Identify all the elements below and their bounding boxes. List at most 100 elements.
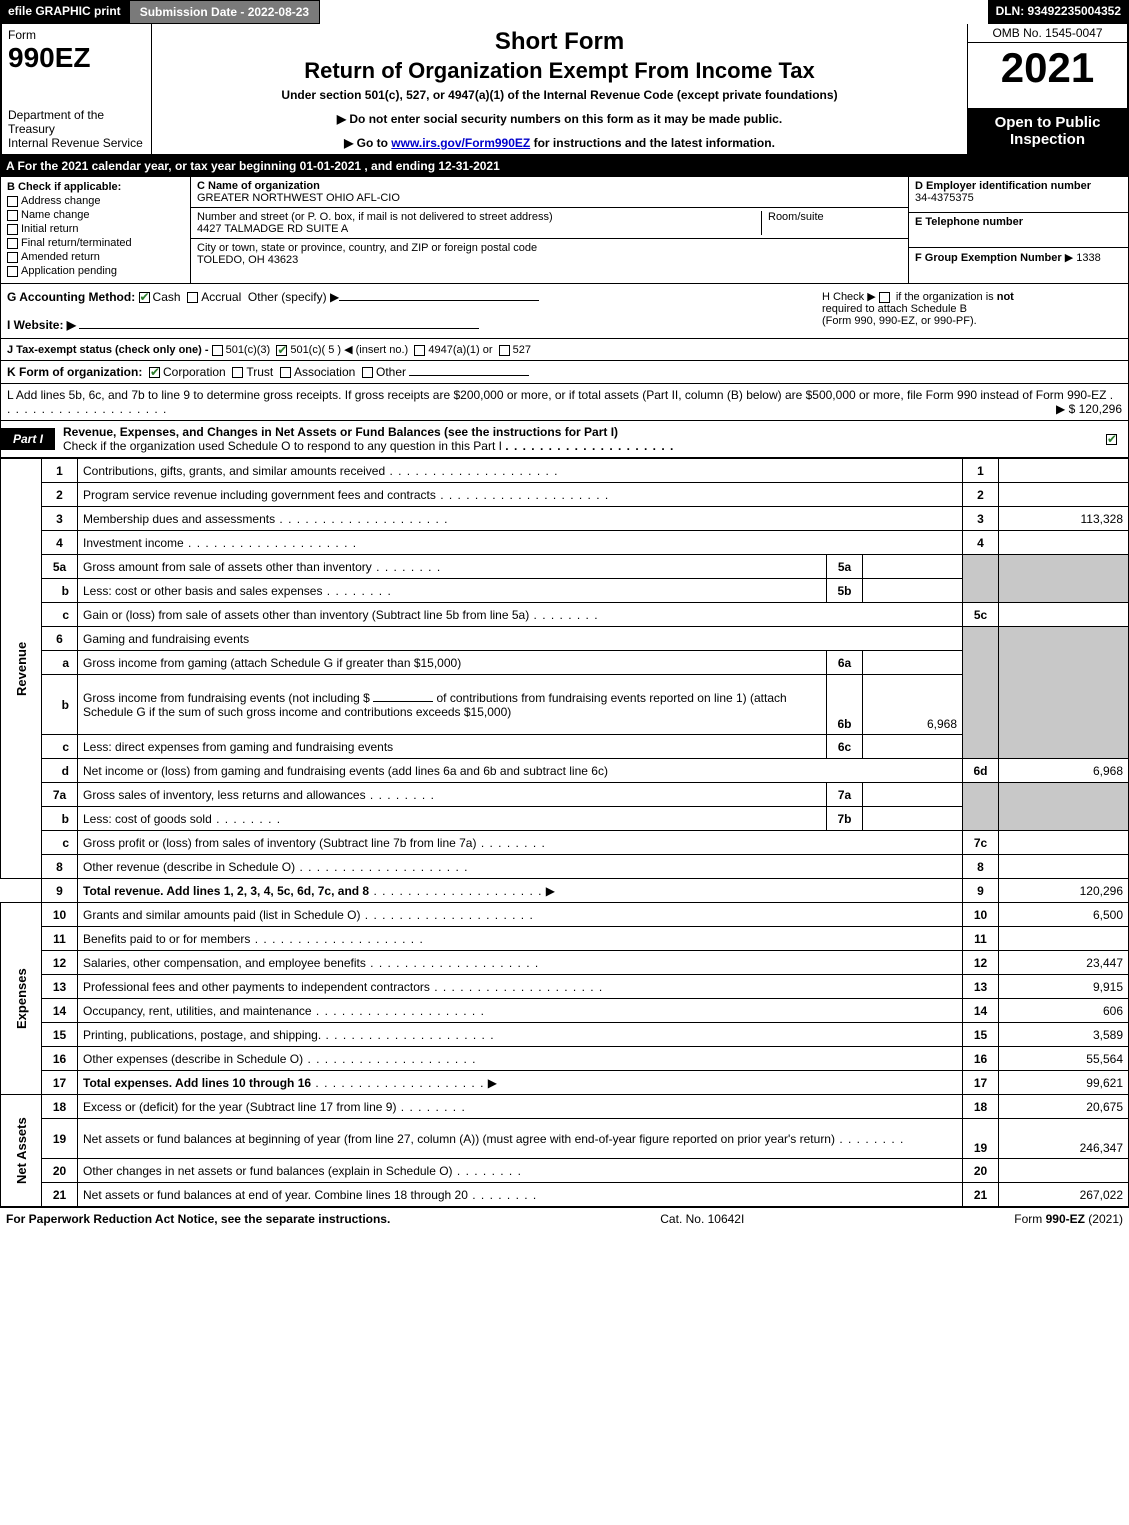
phone-label: E Telephone number (915, 216, 1023, 228)
l7c-amt (999, 831, 1129, 855)
irs-link[interactable]: www.irs.gov/Form990EZ (391, 136, 530, 150)
l7a-no: 7a (42, 783, 78, 807)
chk-application-pending[interactable]: Application pending (7, 265, 184, 277)
h-line1: H Check ▶ (822, 291, 879, 303)
l7b-desc: Less: cost of goods sold (78, 807, 827, 831)
chk-final-return[interactable]: Final return/terminated (7, 237, 184, 249)
l6-grey1 (963, 627, 999, 759)
part1-title: Revenue, Expenses, and Changes in Net As… (55, 421, 1098, 457)
opt-association: Association (294, 365, 355, 379)
website-line[interactable] (79, 328, 479, 329)
part1-tab: Part I (1, 428, 55, 450)
section-f: F Group Exemption Number ▶ 1338 (909, 248, 1128, 283)
chk-527[interactable] (499, 345, 510, 356)
chk-name-change[interactable]: Name change (7, 209, 184, 221)
section-k: K Form of organization: Corporation Trus… (0, 361, 1129, 384)
l8-amt (999, 855, 1129, 879)
omb-number: OMB No. 1545-0047 (968, 24, 1127, 43)
l6d-desc: Net income or (loss) from gaming and fun… (78, 759, 963, 783)
accounting-label: G Accounting Method: (7, 290, 135, 304)
info-grid: B Check if applicable: Address change Na… (0, 176, 1129, 284)
l2-amt (999, 483, 1129, 507)
l5c-no: c (42, 603, 78, 627)
l10-desc: Grants and similar amounts paid (list in… (78, 903, 963, 927)
l5a-subamt (863, 555, 963, 579)
dln-label: DLN: 93492235004352 (988, 0, 1129, 24)
l17-amt: 99,621 (999, 1071, 1129, 1095)
l15-desc: Printing, publications, postage, and shi… (78, 1023, 963, 1047)
chk-initial-return-label: Initial return (21, 223, 78, 235)
address-cell: Number and street (or P. O. box, if mail… (191, 208, 908, 239)
chk-accrual[interactable] (187, 292, 198, 303)
chk-4947[interactable] (414, 345, 425, 356)
chk-address-change[interactable]: Address change (7, 195, 184, 207)
l16-amt: 55,564 (999, 1047, 1129, 1071)
section-g: G Accounting Method: Cash Accrual Other … (7, 290, 822, 304)
chk-trust[interactable] (232, 367, 243, 378)
ein-label: D Employer identification number (915, 180, 1091, 192)
note-ssn: ▶ Do not enter social security numbers o… (158, 112, 961, 126)
info-right: D Employer identification number 34-4375… (908, 177, 1128, 283)
l5b-no: b (42, 579, 78, 603)
l21-desc: Net assets or fund balances at end of ye… (78, 1183, 963, 1207)
opt-501c: 501(c)( 5 ) ◀ (insert no.) (290, 344, 408, 356)
form-number: 990EZ (8, 42, 145, 74)
l7-grey2 (999, 783, 1129, 831)
chk-amended-return[interactable]: Amended return (7, 251, 184, 263)
city-value: TOLEDO, OH 43623 (197, 254, 298, 266)
chk-501c3[interactable] (212, 345, 223, 356)
part1-table: Revenue 1 Contributions, gifts, grants, … (0, 458, 1129, 1207)
chk-other[interactable] (362, 367, 373, 378)
l6c-subamt (863, 735, 963, 759)
l5a-sub: 5a (827, 555, 863, 579)
l-text: L Add lines 5b, 6c, and 7b to line 9 to … (7, 388, 1106, 402)
l7b-no: b (42, 807, 78, 831)
l16-no: 16 (42, 1047, 78, 1071)
other-specify-line[interactable] (339, 300, 539, 301)
chk-corporation[interactable] (149, 367, 160, 378)
website-label: I Website: ▶ (7, 318, 76, 332)
l7c-no: c (42, 831, 78, 855)
cash-label: Cash (153, 290, 181, 304)
l6b-blank[interactable] (373, 701, 433, 702)
opt-4947: 4947(a)(1) or (428, 344, 492, 356)
section-j: J Tax-exempt status (check only one) - 5… (0, 339, 1129, 361)
l17-num: 17 (963, 1071, 999, 1095)
l4-no: 4 (42, 531, 78, 555)
chk-cash[interactable] (139, 292, 150, 303)
l18-amt: 20,675 (999, 1095, 1129, 1119)
l9-num: 9 (963, 879, 999, 903)
opt-501c3: 501(c)(3) (226, 344, 271, 356)
chk-application-pending-label: Application pending (21, 265, 117, 277)
l21-no: 21 (42, 1183, 78, 1207)
l7b-subamt (863, 807, 963, 831)
l6b-sub: 6b (827, 675, 863, 735)
chk-association[interactable] (280, 367, 291, 378)
header-right: OMB No. 1545-0047 2021 Open to Public In… (967, 24, 1127, 154)
l21-num: 21 (963, 1183, 999, 1207)
org-name-cell: C Name of organization GREATER NORTHWEST… (191, 177, 908, 208)
l5a-no: 5a (42, 555, 78, 579)
l13-num: 13 (963, 975, 999, 999)
l17-no: 17 (42, 1071, 78, 1095)
form-word: Form (8, 28, 145, 42)
chk-schedule-o[interactable] (1106, 434, 1117, 445)
section-c: C Name of organization GREATER NORTHWEST… (191, 177, 908, 283)
other-label: Other (specify) ▶ (248, 290, 339, 304)
l16-desc: Other expenses (describe in Schedule O) (78, 1047, 963, 1071)
l1-num: 1 (963, 459, 999, 483)
l18-desc: Excess or (deficit) for the year (Subtra… (78, 1095, 963, 1119)
l14-desc: Occupancy, rent, utilities, and maintena… (78, 999, 963, 1023)
l19-no: 19 (42, 1119, 78, 1159)
chk-initial-return[interactable]: Initial return (7, 223, 184, 235)
chk-501c[interactable] (276, 345, 287, 356)
l5-grey2 (999, 555, 1129, 603)
room-suite-label: Room/suite (762, 211, 902, 235)
footer-right-post: (2021) (1085, 1212, 1123, 1226)
other-org-line[interactable] (409, 375, 529, 376)
section-g-h-i: G Accounting Method: Cash Accrual Other … (0, 284, 1129, 339)
chk-schedule-b[interactable] (879, 292, 890, 303)
l18-num: 18 (963, 1095, 999, 1119)
l2-no: 2 (42, 483, 78, 507)
part1-checkbox-cell (1098, 432, 1128, 446)
